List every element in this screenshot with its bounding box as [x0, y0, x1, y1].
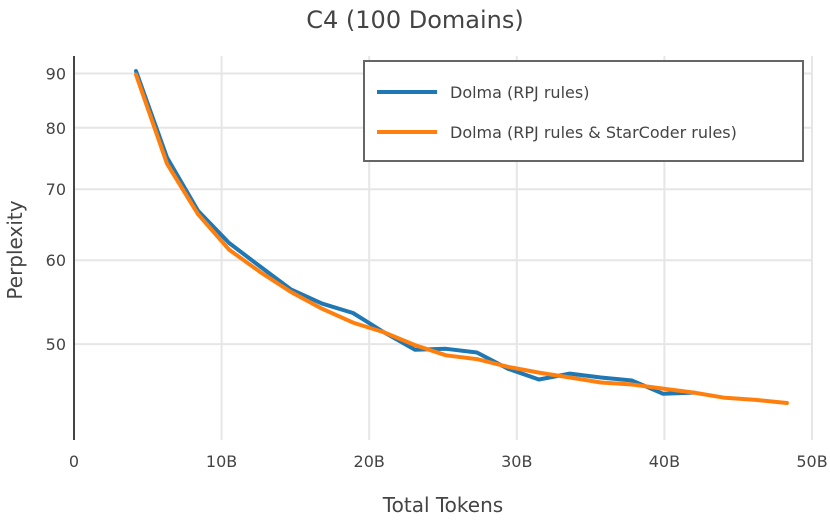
y-tick-label: 70	[46, 180, 66, 199]
x-tick-label: 10B	[206, 452, 237, 471]
x-tick-label: 30B	[501, 452, 532, 471]
x-axis-label: Total Tokens	[382, 493, 503, 517]
x-tick-label: 20B	[354, 452, 385, 471]
x-tick-label: 40B	[649, 452, 680, 471]
x-tick-label: 0	[69, 452, 79, 471]
y-axis-label: Perplexity	[3, 200, 27, 299]
y-tick-labels: 50 60 70 80 90	[46, 65, 66, 355]
y-tick-label: 60	[46, 251, 66, 270]
x-tick-labels: 0 10B 20B 30B 40B 50B	[69, 452, 828, 471]
legend: Dolma (RPJ rules) Dolma (RPJ rules & Sta…	[363, 60, 804, 162]
legend-label-dolma-rpj-starcoder: Dolma (RPJ rules & StarCoder rules)	[450, 123, 737, 142]
legend-label-dolma-rpj: Dolma (RPJ rules)	[450, 83, 589, 102]
series-line-1	[134, 69, 696, 396]
y-tick-label: 90	[46, 65, 66, 84]
series-line-2	[134, 72, 789, 405]
chart-title: C4 (100 Domains)	[306, 6, 523, 34]
x-tick-label: 50B	[796, 452, 827, 471]
series-layer	[134, 69, 789, 405]
legend-box	[363, 60, 804, 162]
y-tick-label: 50	[46, 335, 66, 354]
y-tick-label: 80	[46, 119, 66, 138]
